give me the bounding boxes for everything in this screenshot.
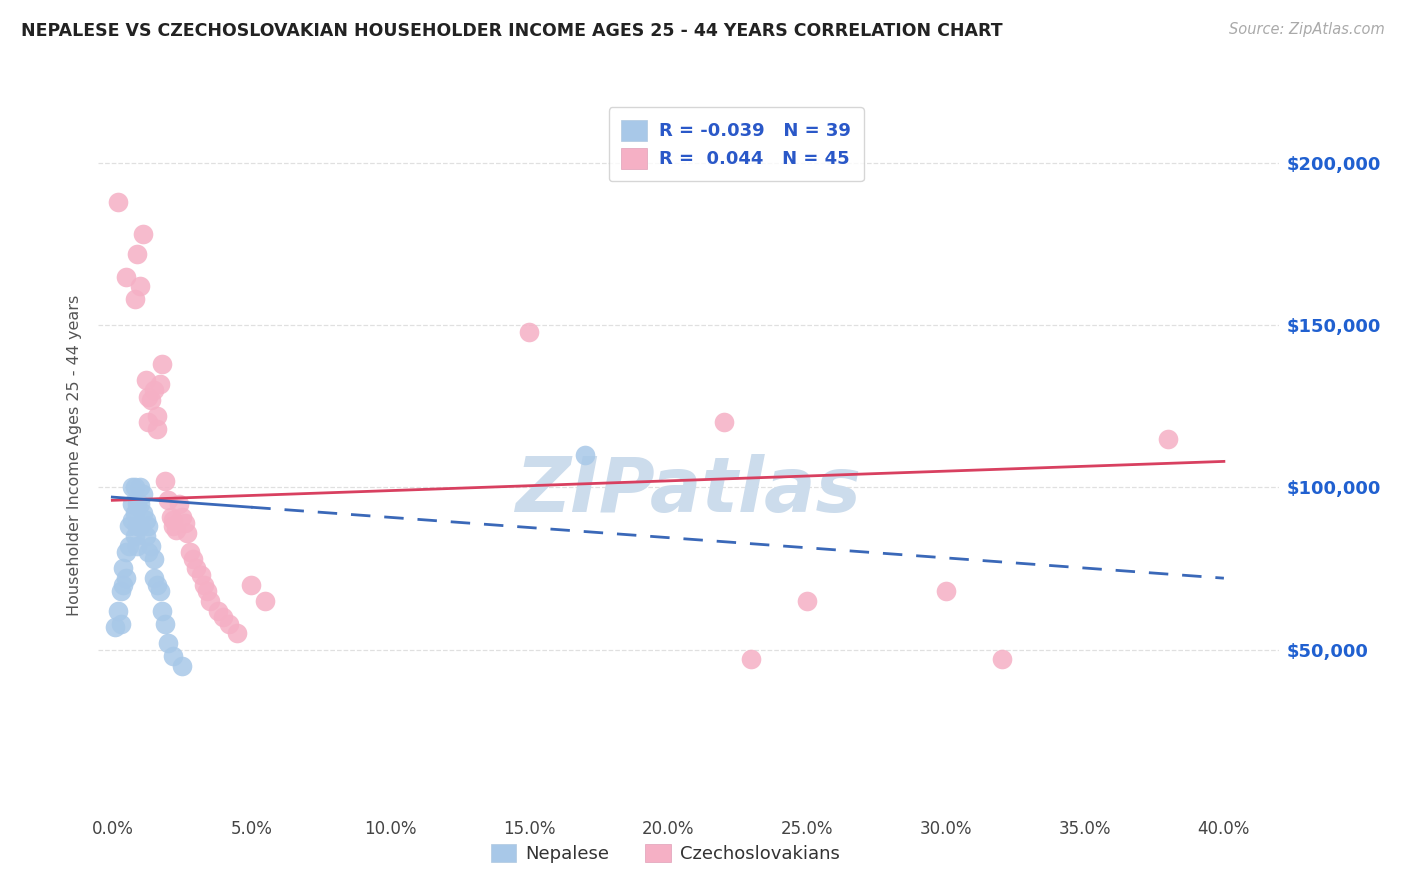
- Point: [143, 571, 166, 585]
- Point: [162, 648, 184, 663]
- Point: [162, 513, 184, 527]
- Point: [107, 194, 129, 209]
- Point: [143, 551, 166, 566]
- Point: [156, 493, 179, 508]
- Point: [112, 577, 135, 591]
- Point: [153, 616, 176, 631]
- Legend: Nepalese, Czechoslovakians: Nepalese, Czechoslovakians: [484, 837, 846, 871]
- Point: [796, 594, 818, 608]
- Point: [162, 519, 184, 533]
- Point: [198, 594, 221, 608]
- Point: [129, 519, 152, 533]
- Text: ZIPatlas: ZIPatlas: [516, 454, 862, 527]
- Point: [129, 480, 152, 494]
- Point: [118, 519, 141, 533]
- Point: [115, 571, 138, 585]
- Point: [141, 392, 163, 407]
- Point: [990, 652, 1012, 666]
- Point: [517, 325, 540, 339]
- Point: [146, 422, 169, 436]
- Point: [207, 604, 229, 618]
- Point: [170, 509, 193, 524]
- Point: [121, 513, 143, 527]
- Point: [574, 448, 596, 462]
- Point: [124, 529, 146, 543]
- Point: [115, 269, 138, 284]
- Point: [121, 480, 143, 494]
- Point: [176, 525, 198, 540]
- Point: [138, 519, 160, 533]
- Point: [124, 506, 146, 520]
- Point: [110, 584, 132, 599]
- Point: [127, 497, 149, 511]
- Point: [115, 545, 138, 559]
- Point: [135, 513, 157, 527]
- Point: [143, 383, 166, 397]
- Point: [135, 529, 157, 543]
- Point: [132, 487, 155, 501]
- Point: [935, 584, 957, 599]
- Point: [127, 519, 149, 533]
- Point: [124, 292, 146, 306]
- Point: [179, 545, 201, 559]
- Point: [127, 247, 149, 261]
- Point: [1157, 432, 1180, 446]
- Point: [135, 373, 157, 387]
- Point: [138, 416, 160, 430]
- Point: [156, 636, 179, 650]
- Point: [159, 509, 181, 524]
- Point: [112, 561, 135, 575]
- Point: [184, 561, 207, 575]
- Point: [138, 545, 160, 559]
- Point: [165, 523, 187, 537]
- Point: [713, 416, 735, 430]
- Point: [121, 497, 143, 511]
- Text: NEPALESE VS CZECHOSLOVAKIAN HOUSEHOLDER INCOME AGES 25 - 44 YEARS CORRELATION CH: NEPALESE VS CZECHOSLOVAKIAN HOUSEHOLDER …: [21, 22, 1002, 40]
- Point: [254, 594, 277, 608]
- Point: [153, 474, 176, 488]
- Point: [132, 506, 155, 520]
- Point: [148, 376, 170, 391]
- Point: [146, 409, 169, 423]
- Text: Source: ZipAtlas.com: Source: ZipAtlas.com: [1229, 22, 1385, 37]
- Point: [170, 658, 193, 673]
- Point: [212, 610, 235, 624]
- Point: [167, 497, 190, 511]
- Point: [129, 497, 152, 511]
- Point: [148, 584, 170, 599]
- Point: [127, 539, 149, 553]
- Point: [110, 616, 132, 631]
- Point: [240, 577, 263, 591]
- Point: [195, 584, 218, 599]
- Point: [226, 626, 249, 640]
- Point: [190, 568, 212, 582]
- Point: [124, 480, 146, 494]
- Point: [150, 604, 173, 618]
- Point: [104, 620, 127, 634]
- Point: [118, 539, 141, 553]
- Point: [129, 279, 152, 293]
- Point: [193, 577, 215, 591]
- Point: [141, 539, 163, 553]
- Point: [218, 616, 240, 631]
- Point: [173, 516, 195, 530]
- Point: [132, 227, 155, 242]
- Point: [107, 604, 129, 618]
- Point: [181, 551, 204, 566]
- Point: [146, 577, 169, 591]
- Y-axis label: Householder Income Ages 25 - 44 years: Householder Income Ages 25 - 44 years: [67, 294, 83, 615]
- Point: [138, 390, 160, 404]
- Point: [150, 357, 173, 371]
- Point: [740, 652, 762, 666]
